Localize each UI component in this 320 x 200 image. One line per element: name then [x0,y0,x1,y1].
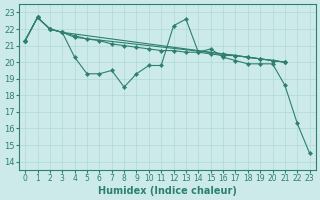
X-axis label: Humidex (Indice chaleur): Humidex (Indice chaleur) [98,186,237,196]
